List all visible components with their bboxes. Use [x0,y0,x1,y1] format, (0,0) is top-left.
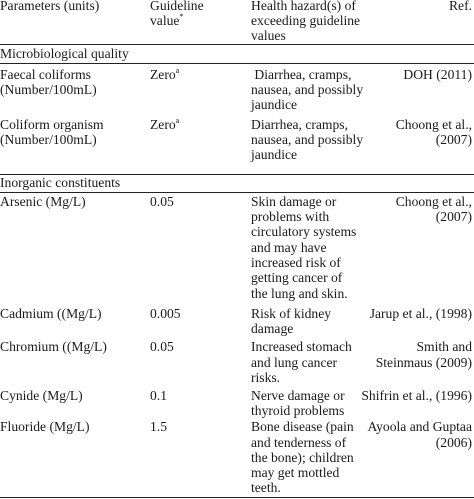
ref-line: (2007) [435,209,472,224]
ref-line: Shifrin et al., (1996) [361,388,472,403]
header-rule [0,44,474,45]
hazard-line: risks. [251,370,281,385]
hazard-line: Diarrhea, cramps, [251,117,348,132]
param-line: Fluoride (Mg/L) [0,419,90,434]
hazard-line: circulatory systems [251,224,357,239]
hazard-line: getting cancer of [251,270,343,285]
ref-line: Ayoola and Guptaa [367,419,472,434]
header-guideline-mark: * [179,12,184,21]
ref-line: (2006) [435,435,472,450]
guideline-value: 0.05 [150,339,174,354]
hazard-line: thyroid problems [251,403,345,418]
hazard-line: jaundice [251,147,298,162]
guideline-value: Zeroa [150,66,180,83]
guideline-value: Zeroa [150,116,180,133]
hazard-line: Nerve damage or [251,388,345,403]
hazard-line: Skin damage or [251,194,337,209]
guideline-value: 0.1 [150,388,167,403]
header-ref: Ref. [448,0,472,13]
param-line: Coliform organism [0,117,104,132]
guideline-value: 1.5 [150,419,167,434]
param-line: (Number/100mL) [0,132,97,147]
header-hazard-line-1: Health hazard(s) of [251,0,356,13]
ref-line: (2007) [435,132,472,147]
hazard-line: Bone disease (pain [251,419,354,434]
ref-line: Jarup et al., (1998) [369,306,472,321]
hazard-line: nausea, and possibly [251,82,364,97]
param-line: Faecal coliforms [0,67,91,82]
guideline-value: 0.005 [150,306,181,321]
header-hazard-line-2: exceeding guideline [251,13,361,28]
guideline-value: 0.05 [150,194,174,209]
hazard-line: Diarrhea, cramps, [251,67,352,82]
hazard-line: the bone); children [251,450,354,465]
header-guideline-value: value* [150,12,184,29]
param-line: (Number/100mL) [0,82,97,97]
footnote-mark: a [175,66,180,75]
hazard-line: the lung and skin. [251,286,348,301]
ref-line: Steinmaus (2009) [375,355,472,370]
ref-line: DOH (2011) [403,67,472,82]
hazard-line: damage [251,321,294,336]
hazard-line: increased risk of [251,255,341,270]
hazard-line: and may have [251,240,327,255]
param-line: Chromium ((Mg/L) [0,339,107,354]
ref-line: Choong et al., [395,194,472,209]
hazard-line: and lung cancer [251,355,338,370]
hazard-line: and tenderness of [251,435,347,450]
header-hazard-line-3: values [251,28,286,43]
hazard-line: may get mottled [251,465,340,480]
footnote-mark: a [175,116,180,125]
bottom-rule [0,497,474,498]
section-rule-inorganic [0,192,474,193]
hazard-line: problems with [251,209,330,224]
hazard-line: nausea, and possibly [251,132,364,147]
section-title-inorganic: Inorganic constituents [0,175,121,190]
header-guideline-value-text: value [150,13,180,28]
param-line: Cadmium ((Mg/L) [0,306,102,321]
section-rule-top-inorganic [0,174,474,175]
hazard-line: Risk of kidney [251,306,332,321]
header-parameters: Parameters (units) [0,0,100,13]
hazard-line: teeth. [251,480,281,495]
section-rule-microbiological [0,63,474,64]
ref-line: Smith and [416,339,472,354]
ref-line: Choong et al., [395,117,472,132]
section-title-microbiological: Microbiological quality [0,46,129,61]
param-line: Arsenic (Mg/L) [0,194,86,209]
param-line: Cynide (Mg/L) [0,388,83,403]
header-guideline: Guideline [150,0,204,13]
guideline-value-text: Zero [150,117,176,132]
guideline-value-text: Zero [150,67,176,82]
hazard-line: Increased stomach [251,339,352,354]
hazard-line: jaundice [251,97,298,112]
